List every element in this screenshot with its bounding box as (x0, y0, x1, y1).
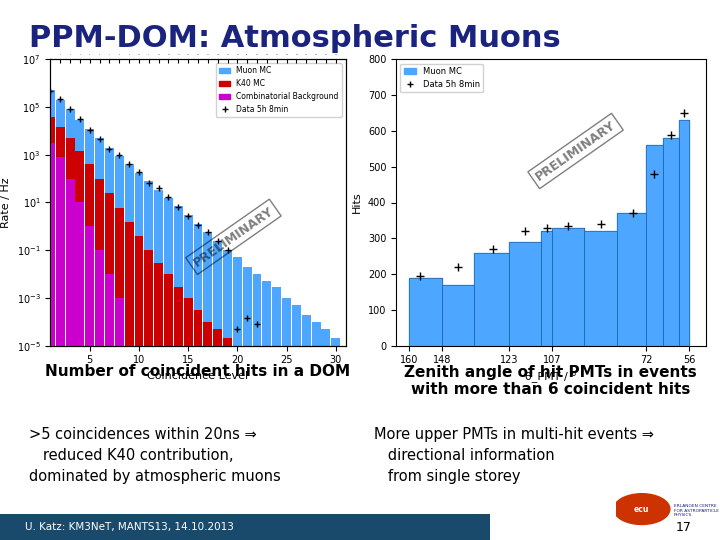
Bar (154, 262, 163, 540)
Bar (213, 241, 222, 540)
Bar (292, 305, 301, 540)
Bar (302, 315, 310, 540)
Bar (194, 224, 202, 540)
Bar (95, 138, 104, 540)
Bar (233, 258, 242, 540)
Text: PRELIMINARY: PRELIMINARY (191, 204, 276, 269)
Bar (312, 410, 320, 540)
Bar (164, 274, 173, 540)
Bar (115, 298, 124, 540)
Text: Number of coincident hits in a DOM: Number of coincident hits in a DOM (45, 364, 351, 380)
Bar (223, 339, 232, 540)
Bar (272, 287, 281, 540)
Bar (204, 322, 212, 540)
Bar (282, 386, 291, 540)
Bar (95, 250, 104, 540)
Bar (263, 369, 271, 540)
Bar (302, 401, 310, 540)
Bar (184, 298, 192, 540)
Text: U. Katz: KM3NeT, MANTS13, 14.10.2013: U. Katz: KM3NeT, MANTS13, 14.10.2013 (25, 522, 234, 532)
X-axis label: θ_PMT / °: θ_PMT / ° (525, 371, 577, 382)
Bar (174, 206, 183, 540)
Y-axis label: Rate / Hz: Rate / Hz (1, 177, 11, 228)
Bar (213, 329, 222, 540)
Bar (164, 198, 173, 540)
Bar (115, 208, 124, 540)
Text: ecu: ecu (634, 504, 649, 514)
Y-axis label: Hits: Hits (352, 192, 362, 213)
Bar (243, 353, 251, 540)
Bar (56, 100, 65, 540)
Bar (66, 179, 74, 540)
Bar (105, 193, 114, 540)
Circle shape (613, 494, 670, 524)
Bar (115, 156, 124, 540)
Bar (204, 232, 212, 540)
Bar (76, 202, 84, 540)
Bar (135, 173, 143, 540)
Bar (56, 157, 65, 540)
Bar (282, 298, 291, 540)
Bar (184, 215, 192, 540)
Bar (66, 110, 74, 540)
Bar (145, 250, 153, 540)
Bar (76, 119, 84, 540)
Bar (46, 144, 55, 540)
Bar (272, 376, 281, 540)
Bar (105, 274, 114, 540)
Bar (46, 90, 55, 540)
Bar (135, 236, 143, 540)
Bar (322, 417, 330, 540)
Bar (95, 179, 104, 540)
Text: PRELIMINARY: PRELIMINARY (533, 118, 618, 184)
Bar (86, 164, 94, 540)
Bar (292, 393, 301, 540)
Bar (322, 329, 330, 540)
Bar (253, 274, 261, 540)
Bar (243, 267, 251, 540)
Bar (66, 138, 74, 540)
Bar (331, 424, 340, 540)
Bar (76, 151, 84, 540)
Bar (154, 190, 163, 540)
Bar (233, 346, 242, 540)
Text: Zenith angle of hit PMTs in events
with more than 6 coincident hits: Zenith angle of hit PMTs in events with … (405, 364, 697, 397)
Bar (46, 117, 55, 540)
Bar (194, 310, 202, 540)
Text: >5 coincidences within 20ns ⇒
   reduced K40 contribution,
dominated by atmosphe: >5 coincidences within 20ns ⇒ reduced K4… (29, 427, 281, 484)
Text: ERLANGEN CENTRE
FOR ASTROPARTICLE
PHYSICS: ERLANGEN CENTRE FOR ASTROPARTICLE PHYSIC… (674, 504, 719, 517)
Bar (105, 147, 114, 540)
Legend: Muon MC, K40 MC, Combinatorial Background, Data 5h 8min: Muon MC, K40 MC, Combinatorial Backgroun… (216, 63, 342, 117)
Text: PPM-DOM: Atmospheric Muons: PPM-DOM: Atmospheric Muons (29, 24, 561, 53)
Bar (312, 322, 320, 540)
Bar (56, 127, 65, 540)
Legend: Muon MC, Data 5h 8min: Muon MC, Data 5h 8min (400, 64, 483, 92)
Bar (174, 287, 183, 540)
Text: More upper PMTs in multi-hit events ⇒
   directional information
   from single : More upper PMTs in multi-hit events ⇒ di… (374, 427, 654, 484)
Bar (331, 339, 340, 540)
Bar (263, 281, 271, 540)
Bar (125, 164, 133, 540)
Bar (253, 362, 261, 540)
Bar (223, 250, 232, 540)
Bar (86, 226, 94, 540)
Bar (86, 129, 94, 540)
Bar (125, 222, 133, 540)
X-axis label: Coincidence Level: Coincidence Level (148, 371, 248, 381)
Text: 17: 17 (676, 521, 692, 534)
Bar (145, 181, 153, 540)
